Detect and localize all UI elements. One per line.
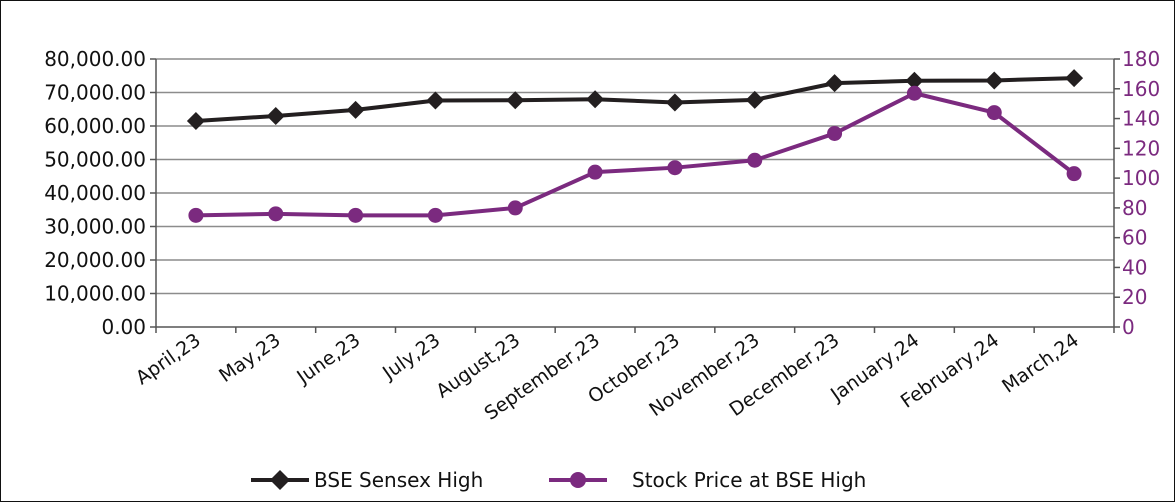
x-tick-label: May,23	[215, 329, 285, 387]
right-tick-label: 0	[1122, 315, 1135, 339]
data-point-circle	[268, 206, 284, 222]
legend-swatch-circle	[570, 472, 586, 488]
data-point-circle	[747, 152, 763, 168]
right-axis-ticks: 0 20 40 60 80 100 120 140 160 180	[1122, 47, 1160, 339]
right-tick-label: 80	[1122, 196, 1147, 220]
data-point-diamond	[665, 93, 684, 112]
data-point-circle	[827, 125, 843, 141]
left-tick-label: 40,000.00	[44, 181, 146, 205]
axes	[150, 58, 1120, 333]
data-point-diamond	[825, 74, 844, 93]
data-point-circle	[348, 207, 364, 223]
series-lines	[195, 76, 1076, 218]
legend-label-sensex: BSE Sensex High	[314, 468, 483, 492]
data-point-diamond	[586, 90, 605, 109]
right-tick-label: 120	[1122, 136, 1160, 160]
right-tick-label: 180	[1122, 47, 1160, 71]
left-tick-label: 70,000.00	[44, 81, 146, 105]
data-point-circle	[587, 164, 603, 180]
data-point-circle	[427, 207, 443, 223]
right-tick-label: 40	[1122, 255, 1147, 279]
data-point-circle	[188, 207, 204, 223]
legend: BSE Sensex High Stock Price at BSE High	[251, 468, 866, 492]
x-tick-label: July,23	[378, 329, 444, 385]
left-tick-label: 0.00	[101, 315, 146, 339]
right-tick-label: 20	[1122, 285, 1147, 309]
x-tick-label: June,23	[292, 329, 364, 389]
left-tick-label: 10,000.00	[44, 282, 146, 306]
x-tick-label: March,24	[998, 329, 1083, 398]
data-point-circle	[1066, 166, 1082, 182]
right-tick-label: 100	[1122, 166, 1160, 190]
x-axis-ticks: April,23 May,23 June,23 July,23August,23Sep…	[132, 329, 1083, 425]
data-point-diamond	[266, 106, 285, 125]
legend-item-bse-sensex-high: BSE Sensex High	[251, 468, 483, 492]
data-point-diamond	[346, 100, 365, 119]
data-point-diamond	[506, 91, 525, 110]
series-markers	[186, 69, 1084, 223]
left-tick-label: 30,000.00	[44, 215, 146, 239]
legend-item-stock-price: Stock Price at BSE High	[549, 468, 866, 492]
series-line-stock-price	[195, 91, 1076, 218]
data-point-circle	[507, 200, 523, 216]
right-tick-label: 60	[1122, 226, 1147, 250]
data-point-diamond	[426, 91, 445, 110]
gridlines	[156, 58, 1114, 295]
legend-label-stock: Stock Price at BSE High	[632, 468, 866, 492]
left-tick-label: 20,000.00	[44, 248, 146, 272]
data-point-diamond	[186, 111, 205, 130]
data-point-diamond	[905, 71, 924, 90]
left-tick-label: 60,000.00	[44, 114, 146, 138]
right-tick-label: 140	[1122, 107, 1160, 131]
left-tick-label: 50,000.00	[44, 148, 146, 172]
data-point-circle	[667, 160, 683, 176]
data-point-circle	[986, 105, 1002, 121]
right-tick-label: 160	[1122, 77, 1160, 101]
data-point-diamond	[1065, 69, 1084, 88]
legend-swatch-diamond	[270, 470, 290, 490]
data-point-circle	[906, 85, 922, 101]
left-axis-ticks: 0.00 10,000.00 20,000.00 30,000.00 40,000.00…	[44, 47, 146, 339]
left-tick-label: 80,000.00	[44, 47, 146, 71]
data-point-diamond	[745, 90, 764, 109]
series-line-bse-sensex-high	[195, 76, 1075, 123]
data-point-diamond	[985, 71, 1004, 90]
